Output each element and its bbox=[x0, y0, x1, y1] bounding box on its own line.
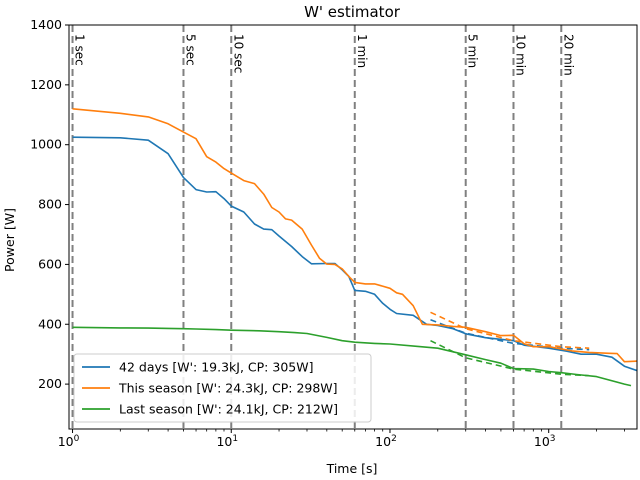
y-tick-label: 1000 bbox=[30, 137, 62, 152]
x-tick-exponent: 0 bbox=[74, 434, 80, 444]
series-group bbox=[72, 108, 637, 387]
x-tick-base: 10 bbox=[216, 434, 232, 449]
x-tick-base: 10 bbox=[375, 434, 391, 449]
legend-label-0: 42 days [W': 19.3kJ, CP: 305W] bbox=[119, 360, 313, 375]
reference-line-label: 10 sec bbox=[231, 34, 245, 73]
x-tick-label: 103 bbox=[534, 434, 556, 449]
y-tick-label: 400 bbox=[38, 316, 62, 331]
x-tick-base: 10 bbox=[58, 434, 74, 449]
legend-box bbox=[73, 353, 372, 423]
plot-area: 1 sec 5 sec 10 sec 1 min 5 min 10 min 20 min20… bbox=[30, 17, 638, 449]
legend-label-2: Last season [W': 24.1kJ, CP: 212W] bbox=[119, 402, 338, 417]
y-tick-label: 800 bbox=[38, 197, 62, 212]
series-line-1 bbox=[72, 108, 637, 363]
x-tick-exponent: 1 bbox=[232, 434, 238, 444]
x-tick-base: 10 bbox=[534, 434, 550, 449]
reference-line-label: 5 sec bbox=[183, 34, 197, 66]
y-tick-label: 1200 bbox=[30, 77, 62, 92]
y-axis-label: Power [W] bbox=[2, 208, 17, 272]
x-axis-label: Time [s] bbox=[326, 461, 378, 476]
reference-line-label: 10 min bbox=[513, 34, 527, 76]
series-line-2 bbox=[72, 326, 632, 387]
x-tick-label: 101 bbox=[216, 434, 238, 449]
y-tick-label: 1400 bbox=[30, 17, 62, 32]
y-tick-label: 200 bbox=[38, 376, 62, 391]
y-tick-label: 600 bbox=[38, 256, 62, 271]
x-tick-label: 102 bbox=[375, 434, 397, 449]
reference-line-label: 20 min bbox=[561, 34, 575, 76]
reference-line-label: 1 min bbox=[355, 34, 369, 68]
chart-title: W' estimator bbox=[304, 3, 401, 21]
fit-line-2 bbox=[430, 339, 590, 377]
legend-label-1: This season [W': 24.3kJ, CP: 298W] bbox=[118, 381, 338, 396]
reference-line-label: 5 min bbox=[466, 34, 480, 68]
x-tick-exponent: 2 bbox=[391, 434, 397, 444]
fit-line-1 bbox=[430, 311, 590, 349]
x-tick-exponent: 3 bbox=[550, 434, 556, 444]
x-tick-label: 100 bbox=[58, 434, 80, 449]
reference-line-label: 1 sec bbox=[73, 34, 87, 66]
plot-frame bbox=[68, 24, 638, 430]
